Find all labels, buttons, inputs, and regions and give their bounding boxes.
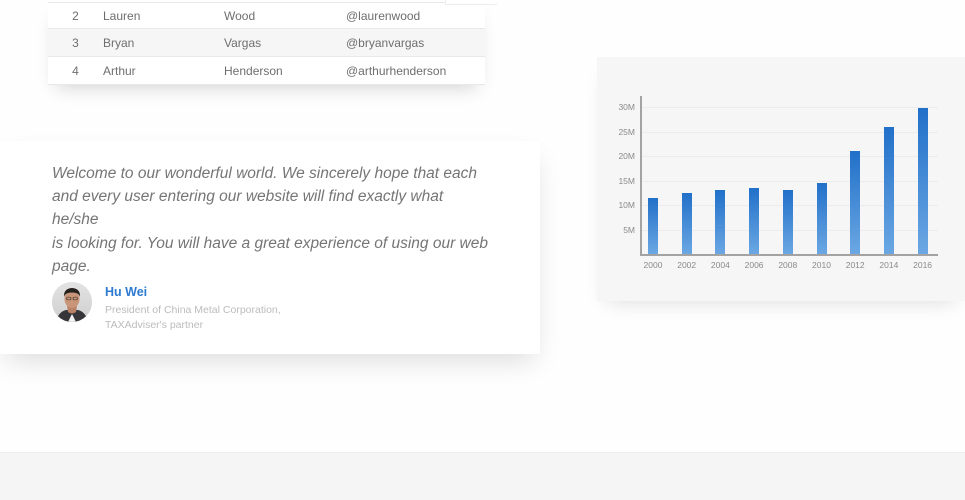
y-tick-label: 5M [623, 224, 635, 235]
y-tick-label: 20M [618, 151, 635, 161]
avatar-portrait-image [52, 282, 92, 322]
testimonial-card: Welcome to our wonderful world. We since… [0, 141, 540, 354]
bar-2012[interactable] [850, 151, 861, 254]
last-name-cell: Vargas [224, 35, 262, 50]
x-tick-label: 2010 [812, 260, 831, 270]
quote-line: and every user entering our website will… [52, 188, 444, 229]
x-tick-label: 2014 [879, 260, 899, 270]
bar-2002[interactable] [681, 192, 692, 254]
table-row: 2 Lauren Wood @laurenwood [48, 3, 485, 29]
footer-section [0, 452, 965, 500]
row-id: 4 [72, 63, 79, 78]
gridline [641, 107, 938, 108]
quote-line: page. [52, 257, 91, 275]
bar-2008[interactable] [782, 190, 793, 254]
avatar [52, 282, 92, 322]
row-id: 3 [72, 35, 79, 50]
quote-line: Welcome to our wonderful world. We since… [52, 165, 478, 182]
y-tick-label: 25M [618, 126, 635, 137]
table-row: 3 Bryan Vargas @bryanvargas [48, 29, 485, 57]
users-table: 2 Lauren Wood @laurenwood 3 Bryan Vargas @bryan… [48, 0, 485, 85]
x-tick-label: 2000 [643, 260, 663, 270]
first-name-cell: Arthur [103, 63, 136, 78]
x-tick-label: 2016 [913, 260, 933, 270]
first-name-cell: Bryan [103, 35, 135, 50]
username-cell: @laurenwood [346, 8, 421, 23]
bar-2016[interactable] [917, 107, 928, 254]
y-axis-line [640, 96, 642, 255]
card-fragment [445, 0, 497, 5]
gridline [641, 156, 938, 157]
username-cell: @bryanvargas [346, 35, 425, 50]
gridline [641, 131, 938, 133]
x-tick-label: 2004 [710, 260, 730, 270]
row-id: 2 [72, 8, 79, 23]
testimonial-quote: Welcome to our wonderful world. We since… [52, 162, 492, 278]
bar-2010[interactable] [816, 182, 827, 254]
table-body: 2 Lauren Wood @laurenwood 3 Bryan Vargas @bryan… [48, 3, 485, 85]
username-cell: @arthurhenderson [346, 63, 447, 78]
last-name-cell: Wood [224, 8, 256, 23]
x-tick-label: 2002 [677, 260, 697, 270]
x-axis-line [640, 254, 938, 256]
bar-2006[interactable] [749, 187, 760, 254]
last-name-cell: Henderson [224, 63, 283, 78]
author-title: President of China Metal Corporation, TA… [105, 303, 281, 332]
x-tick-label: 2006 [744, 260, 764, 270]
bar-2014[interactable] [883, 126, 894, 254]
y-tick-label: 10M [618, 200, 635, 210]
bar-2004[interactable] [715, 190, 726, 254]
y-tick-label: 15M [618, 175, 635, 186]
bar-2000[interactable] [648, 197, 658, 254]
gridline [641, 180, 938, 182]
author-title-line: President of China Metal Corporation, [105, 304, 281, 316]
y-tick-label: 30M [618, 102, 635, 112]
table-row-partial [48, 0, 485, 3]
table-row: 4 Arthur Henderson @arthurhenderson [48, 57, 485, 85]
x-tick-label: 2008 [778, 260, 798, 270]
author-title-line: TAXAdviser's partner [105, 318, 204, 331]
author-name-link[interactable]: Hu Wei [105, 285, 148, 299]
x-tick-label: 2012 [845, 260, 865, 270]
first-name-cell: Lauren [103, 8, 141, 23]
bar-chart-panel: 30M 25M 20M 15M 10M 5M 2000 2002 2004 2006 2008 20… [597, 57, 965, 301]
quote-line: is looking for. You will have a great ex… [52, 234, 488, 252]
